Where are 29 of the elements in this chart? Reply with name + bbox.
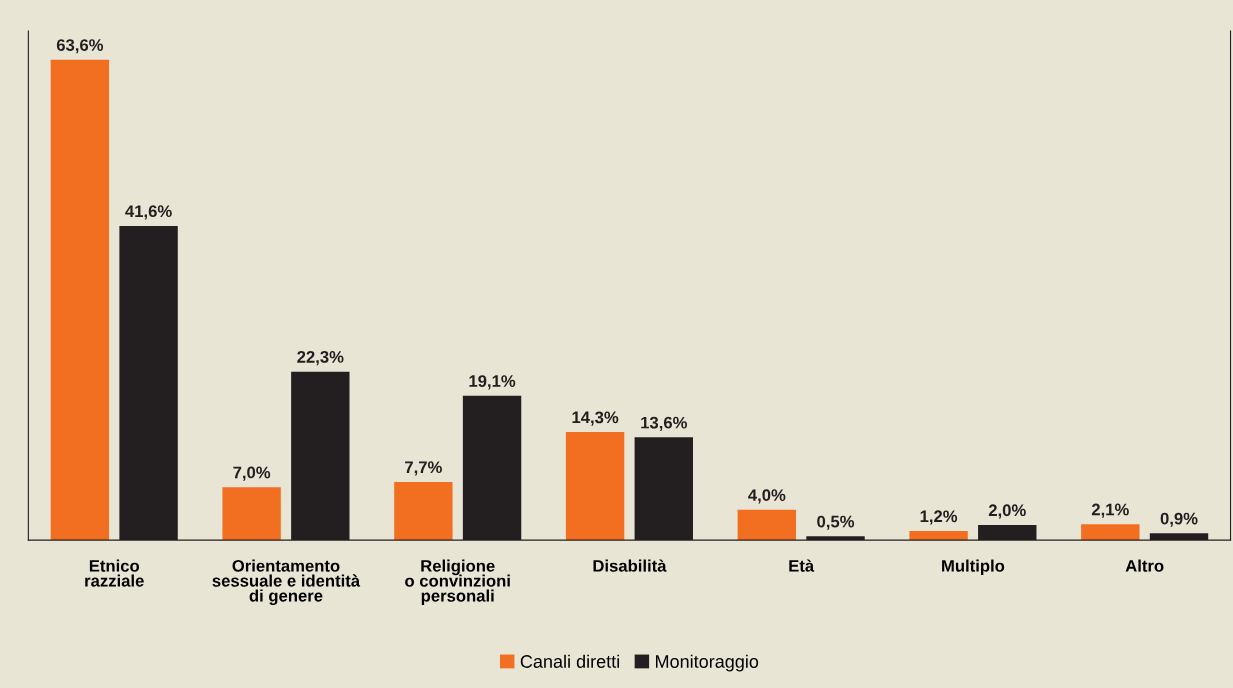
data-label: 19,1% <box>469 375 516 390</box>
data-label: 1,2% <box>920 510 958 525</box>
x-tick-label: Religione o convinzioni personali <box>405 559 510 605</box>
legend-label: Canali diretti <box>520 654 619 668</box>
data-label: 13,6% <box>641 416 687 431</box>
data-label: 41,6% <box>125 205 172 220</box>
data-label: 2,0% <box>988 504 1026 519</box>
bar <box>222 487 281 541</box>
x-tick-label: Etnico razziale <box>85 559 144 587</box>
data-label: 63,6% <box>56 39 104 54</box>
x-tick-label: Età <box>789 559 815 572</box>
data-label: 0,5% <box>817 515 855 530</box>
data-label: 2,1% <box>1091 503 1129 518</box>
x-tick-label: Orientamento sessuale e identità di genere <box>212 559 361 605</box>
bar <box>394 481 453 541</box>
x-tick-label: Disabilità <box>593 559 667 572</box>
data-label: 7,7% <box>405 461 442 476</box>
data-label: 4,0% <box>748 489 786 504</box>
data-label: 7,0% <box>233 466 271 481</box>
legend-label: Monitoraggio <box>656 654 759 672</box>
data-label: 0,9% <box>1160 512 1198 527</box>
x-tick-label: Multiplo <box>942 559 1005 576</box>
x-tick-label: Altro <box>1125 559 1164 572</box>
bar <box>737 509 797 541</box>
data-label: 22,3% <box>297 351 344 366</box>
data-label: 14,3% <box>572 411 619 426</box>
bar <box>50 59 110 541</box>
bar <box>1081 524 1140 541</box>
bar <box>565 432 625 541</box>
